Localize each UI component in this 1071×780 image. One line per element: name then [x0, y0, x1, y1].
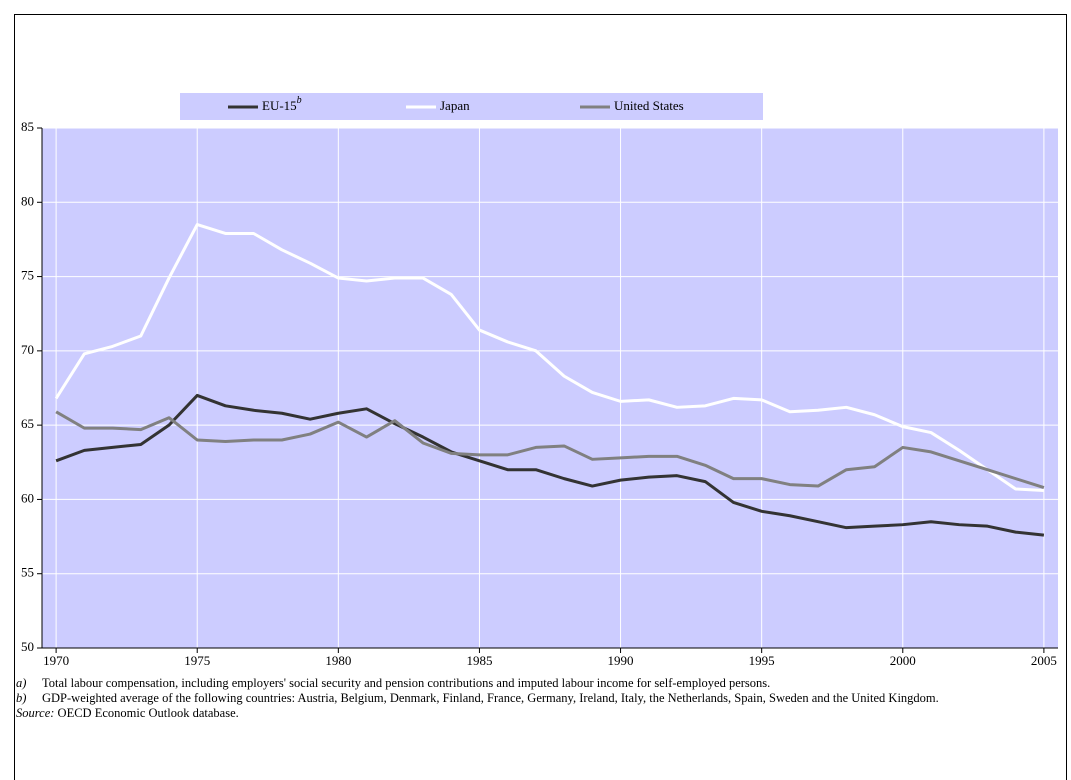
legend-name: EU-15: [262, 98, 297, 113]
x-tick-label: 2005: [1031, 653, 1057, 668]
legend-label: United States: [614, 98, 684, 113]
x-tick-label: 1985: [466, 653, 492, 668]
source-label: Source:: [16, 706, 55, 720]
line-series: [55, 393, 1045, 537]
legend-box: [180, 93, 763, 120]
y-tick-label: 70: [21, 342, 34, 357]
line-series: [55, 410, 1045, 489]
legend-name: Japan: [440, 98, 470, 113]
note-marker: b): [16, 691, 27, 705]
note-marker: a): [16, 676, 27, 690]
x-tick-label: 1975: [184, 653, 210, 668]
legend-label: EU-15b: [262, 95, 302, 113]
note: a) Total labour compensation, including e…: [16, 676, 1061, 691]
frame: [14, 14, 1067, 780]
note-text: GDP-weighted average of the following co…: [42, 691, 939, 705]
legend-name: United States: [614, 98, 684, 113]
notes: a) Total labour compensation, including e…: [16, 676, 1061, 721]
note-text: Total labour compensation, including emp…: [42, 676, 771, 690]
y-tick-label: 85: [21, 119, 34, 134]
plot-area: [42, 128, 1058, 648]
source: Source: OECD Economic Outlook database.: [16, 706, 1061, 721]
x-tick-label: 1970: [43, 653, 69, 668]
x-tick-label: 2000: [890, 653, 916, 668]
legend-label: Japan: [440, 98, 470, 113]
y-tick-label: 50: [21, 639, 34, 654]
y-tick-label: 65: [21, 416, 34, 431]
y-tick-label: 55: [21, 565, 34, 580]
y-tick-label: 60: [21, 490, 34, 505]
y-tick-label: 75: [21, 268, 34, 283]
y-tick-label: 80: [21, 193, 34, 208]
note: b) GDP-weighted average of the following …: [16, 691, 1061, 706]
x-tick-label: 1995: [749, 653, 775, 668]
legend-superscript: b: [297, 95, 302, 106]
chart: 50 55 60 65 70 75 80 85 1970 1975 1980 1985 1990 1995…: [21, 93, 1058, 668]
x-tick-label: 1980: [325, 653, 351, 668]
x-tick-label: 1990: [608, 653, 634, 668]
source-text: OECD Economic Outlook database.: [57, 706, 239, 720]
line-series: [54, 223, 1044, 493]
